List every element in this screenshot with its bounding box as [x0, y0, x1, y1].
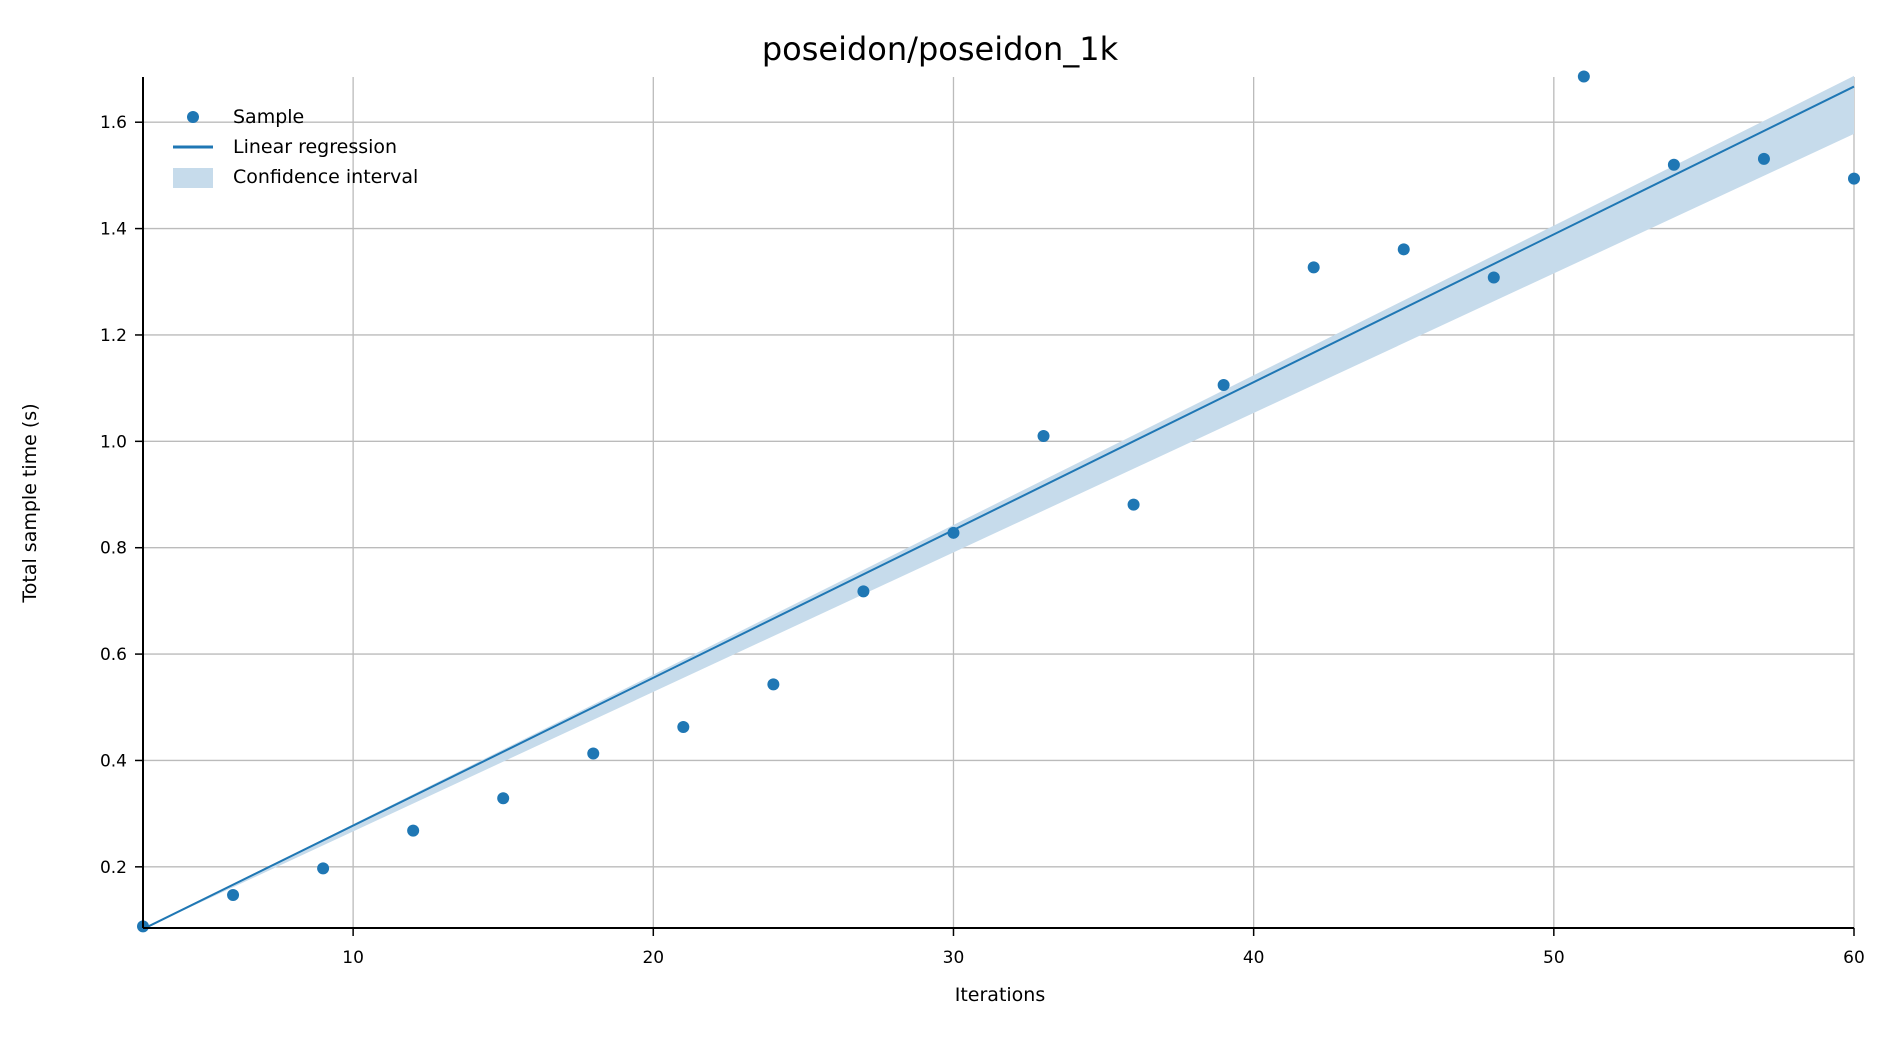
sample-point [1757, 152, 1770, 165]
sample-point [1577, 70, 1590, 83]
legend-confidence-marker [173, 168, 213, 188]
sample-point [947, 526, 960, 539]
legend-regression-label: Linear regression [233, 136, 397, 158]
y-tick-label: 1.0 [100, 432, 127, 452]
y-axis-label: Total sample time (s) [19, 403, 41, 603]
y-tick-label: 0.6 [100, 645, 127, 665]
sample-point [1037, 430, 1050, 443]
y-tick-label: 1.6 [100, 113, 127, 133]
sample-points-layer [137, 70, 1860, 933]
x-axis-label: Iterations [955, 984, 1046, 1006]
sample-point [407, 824, 420, 837]
legend: Sample Linear regression Confidence inte… [173, 106, 418, 188]
x-tick-label: 40 [1243, 948, 1265, 968]
regression-layer [142, 85, 1855, 930]
legend-sample-marker [187, 111, 199, 123]
sample-point [857, 585, 870, 598]
confidence-band [143, 75, 1854, 930]
sample-point [1397, 243, 1410, 256]
sample-point [1127, 498, 1140, 511]
axes-layer [142, 77, 1854, 929]
sample-point [1667, 158, 1680, 171]
y-tick-label: 1.4 [100, 220, 127, 240]
sample-point [1217, 378, 1230, 391]
sample-point [677, 720, 690, 733]
sample-point [497, 792, 510, 805]
chart-title: poseidon/poseidon_1k [762, 30, 1119, 68]
sample-point [587, 747, 600, 760]
regression-line [142, 85, 1855, 930]
sample-point [1848, 172, 1860, 185]
confidence-band-layer [143, 75, 1854, 930]
tick-labels-layer: 10 20 30 40 50 60 0.2 0.4 0.6 0.8 1.0 1.2 1.4 1.6 [100, 113, 1865, 968]
y-tick-label: 0.8 [100, 539, 127, 559]
legend-confidence-label: Confidence interval [233, 166, 418, 188]
x-tick-label: 30 [943, 948, 965, 968]
sample-point [1307, 261, 1320, 274]
sample-point [317, 862, 330, 875]
sample-point [1487, 271, 1500, 284]
sample-point [767, 678, 780, 691]
y-tick-label: 0.4 [100, 751, 127, 771]
x-tick-label: 50 [1543, 948, 1565, 968]
x-tick-label: 10 [342, 948, 364, 968]
x-tick-label: 60 [1843, 948, 1865, 968]
x-tick-label: 20 [642, 948, 664, 968]
y-tick-label: 0.2 [100, 858, 127, 878]
sample-point [227, 889, 240, 902]
y-tick-label: 1.2 [100, 326, 127, 346]
legend-sample-label: Sample [233, 106, 304, 128]
